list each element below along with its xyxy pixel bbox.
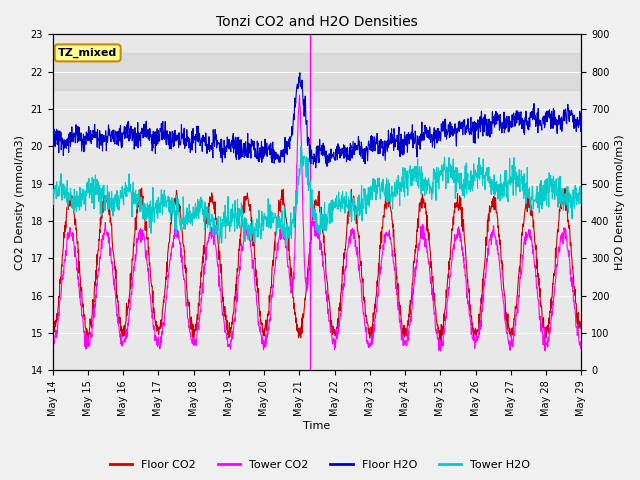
Y-axis label: H2O Density (mmol/m3): H2O Density (mmol/m3) [615,134,625,270]
Y-axis label: CO2 Density (mmol/m3): CO2 Density (mmol/m3) [15,135,25,270]
Legend: Floor CO2, Tower CO2, Floor H2O, Tower H2O: Floor CO2, Tower CO2, Floor H2O, Tower H… [105,456,535,474]
Text: TZ_mixed: TZ_mixed [58,48,117,58]
Title: Tonzi CO2 and H2O Densities: Tonzi CO2 and H2O Densities [216,15,418,29]
Bar [52,53,581,90]
X-axis label: Time: Time [303,421,331,432]
